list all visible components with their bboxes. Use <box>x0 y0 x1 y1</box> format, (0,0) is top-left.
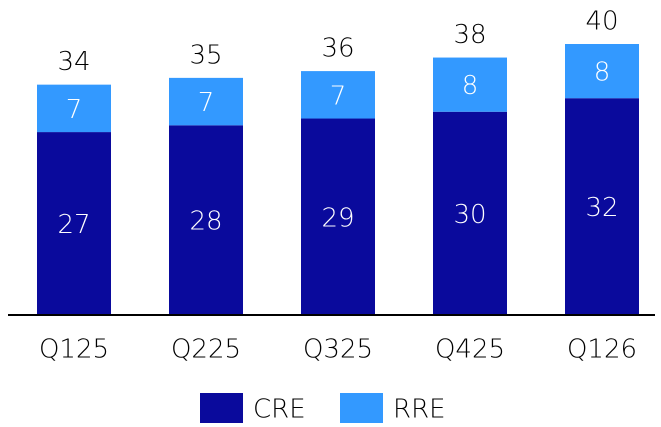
bar-segment <box>169 125 243 315</box>
legend-label: RRE <box>393 395 446 425</box>
bar-segment <box>565 44 639 99</box>
total-label: 35 <box>189 40 222 70</box>
x-tick-label: Q126 <box>567 335 637 365</box>
value-label: 32 <box>585 193 618 223</box>
value-label: 8 <box>462 71 479 101</box>
value-label: 30 <box>453 200 486 230</box>
value-label: 28 <box>189 207 222 237</box>
value-label: 7 <box>330 81 347 111</box>
legend-swatch <box>200 393 243 423</box>
bar-segment <box>433 57 507 112</box>
bar-segment <box>565 98 639 315</box>
x-tick-label: Q325 <box>303 335 373 365</box>
total-label: 34 <box>57 47 90 77</box>
bar-segment <box>433 111 507 315</box>
bar-segment <box>301 71 375 119</box>
x-tick-label: Q225 <box>171 335 241 365</box>
value-label: 27 <box>57 210 90 240</box>
bar-segment <box>169 77 243 126</box>
value-label: 7 <box>198 88 215 118</box>
value-label: 29 <box>321 203 354 233</box>
x-tick-label: Q125 <box>39 335 109 365</box>
x-tick-label: Q425 <box>435 335 505 365</box>
value-label: 8 <box>594 58 611 88</box>
bar-segment <box>37 84 111 133</box>
value-label: 7 <box>66 95 83 125</box>
total-label: 40 <box>585 7 618 37</box>
total-label: 38 <box>453 20 486 50</box>
total-label: 36 <box>321 34 354 64</box>
legend-swatch <box>340 393 383 423</box>
bar-segment <box>301 118 375 316</box>
legend-label: CRE <box>253 395 306 425</box>
bar-segment <box>37 132 111 315</box>
